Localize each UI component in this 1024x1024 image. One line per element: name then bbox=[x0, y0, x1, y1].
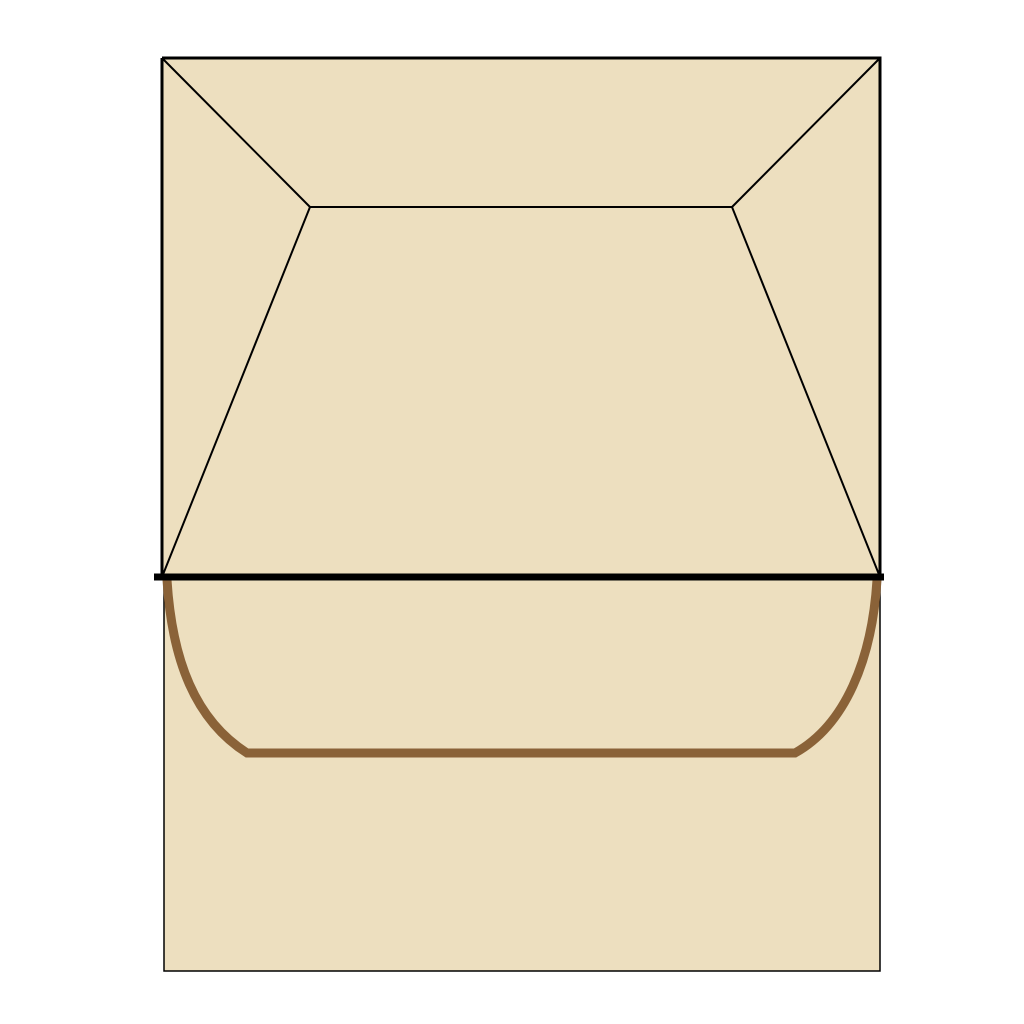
left-diagonal-edge bbox=[161, 57, 311, 208]
right-diagonal-edge bbox=[731, 57, 881, 208]
rim-curve bbox=[162, 575, 882, 758]
lower-panel bbox=[163, 576, 881, 972]
